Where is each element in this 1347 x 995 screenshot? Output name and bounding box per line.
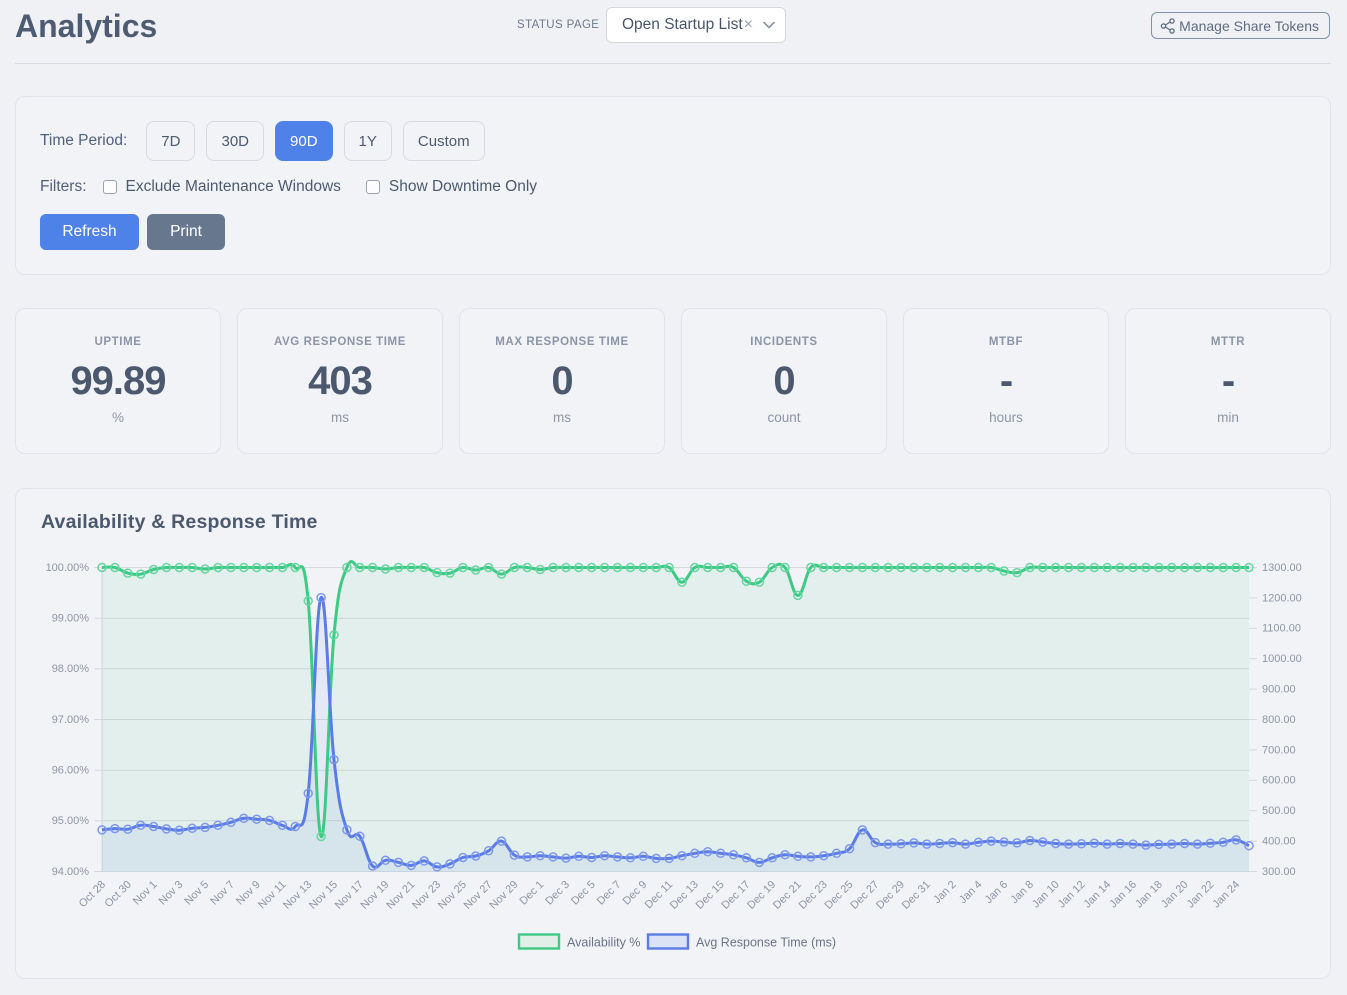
svg-text:Jan 2: Jan 2 — [931, 879, 959, 907]
svg-text:300.00: 300.00 — [1262, 866, 1296, 878]
svg-text:100.00%: 100.00% — [46, 562, 90, 574]
svg-text:Dec 5: Dec 5 — [569, 879, 598, 908]
svg-text:Dec 1: Dec 1 — [518, 879, 547, 908]
svg-text:Nov 7: Nov 7 — [208, 879, 237, 908]
svg-text:Nov 1: Nov 1 — [131, 879, 160, 908]
svg-text:Jan 6: Jan 6 — [983, 879, 1011, 907]
svg-text:Nov 5: Nov 5 — [182, 879, 211, 908]
svg-text:1100.00: 1100.00 — [1262, 623, 1301, 635]
svg-text:Dec 3: Dec 3 — [543, 879, 572, 908]
svg-text:Jan 14: Jan 14 — [1081, 879, 1113, 911]
svg-text:Availability %: Availability % — [567, 936, 640, 950]
svg-text:Jan 16: Jan 16 — [1107, 879, 1139, 911]
svg-text:600.00: 600.00 — [1262, 775, 1296, 787]
svg-text:98.00%: 98.00% — [52, 663, 90, 675]
svg-text:500.00: 500.00 — [1262, 805, 1296, 817]
svg-text:700.00: 700.00 — [1262, 744, 1296, 756]
svg-text:99.00%: 99.00% — [52, 613, 90, 625]
svg-text:Dec 7: Dec 7 — [595, 879, 624, 908]
svg-text:1200.00: 1200.00 — [1262, 592, 1302, 604]
svg-text:1000.00: 1000.00 — [1262, 653, 1302, 665]
svg-text:Nov 29: Nov 29 — [487, 879, 520, 912]
svg-text:Oct 28: Oct 28 — [77, 879, 108, 910]
svg-text:Jan 12: Jan 12 — [1056, 879, 1088, 911]
svg-text:Jan 4: Jan 4 — [957, 879, 985, 907]
svg-text:1300.00: 1300.00 — [1262, 562, 1302, 574]
svg-text:Jan 24: Jan 24 — [1210, 879, 1242, 911]
svg-text:96.00%: 96.00% — [52, 765, 90, 777]
svg-text:Jan 20: Jan 20 — [1159, 879, 1191, 911]
svg-text:95.00%: 95.00% — [52, 815, 90, 827]
svg-text:Oct 30: Oct 30 — [103, 879, 134, 910]
svg-text:Avg Response Time (ms): Avg Response Time (ms) — [696, 936, 836, 950]
svg-text:400.00: 400.00 — [1262, 836, 1296, 848]
svg-text:Dec 31: Dec 31 — [900, 879, 933, 912]
svg-text:Jan 10: Jan 10 — [1030, 879, 1062, 911]
svg-text:94.00%: 94.00% — [52, 866, 90, 878]
svg-text:97.00%: 97.00% — [52, 714, 90, 726]
svg-text:900.00: 900.00 — [1262, 684, 1296, 696]
svg-text:Jan 18: Jan 18 — [1133, 879, 1165, 911]
svg-text:Jan 22: Jan 22 — [1185, 879, 1217, 911]
svg-text:Nov 3: Nov 3 — [157, 879, 186, 908]
svg-text:800.00: 800.00 — [1262, 714, 1296, 726]
